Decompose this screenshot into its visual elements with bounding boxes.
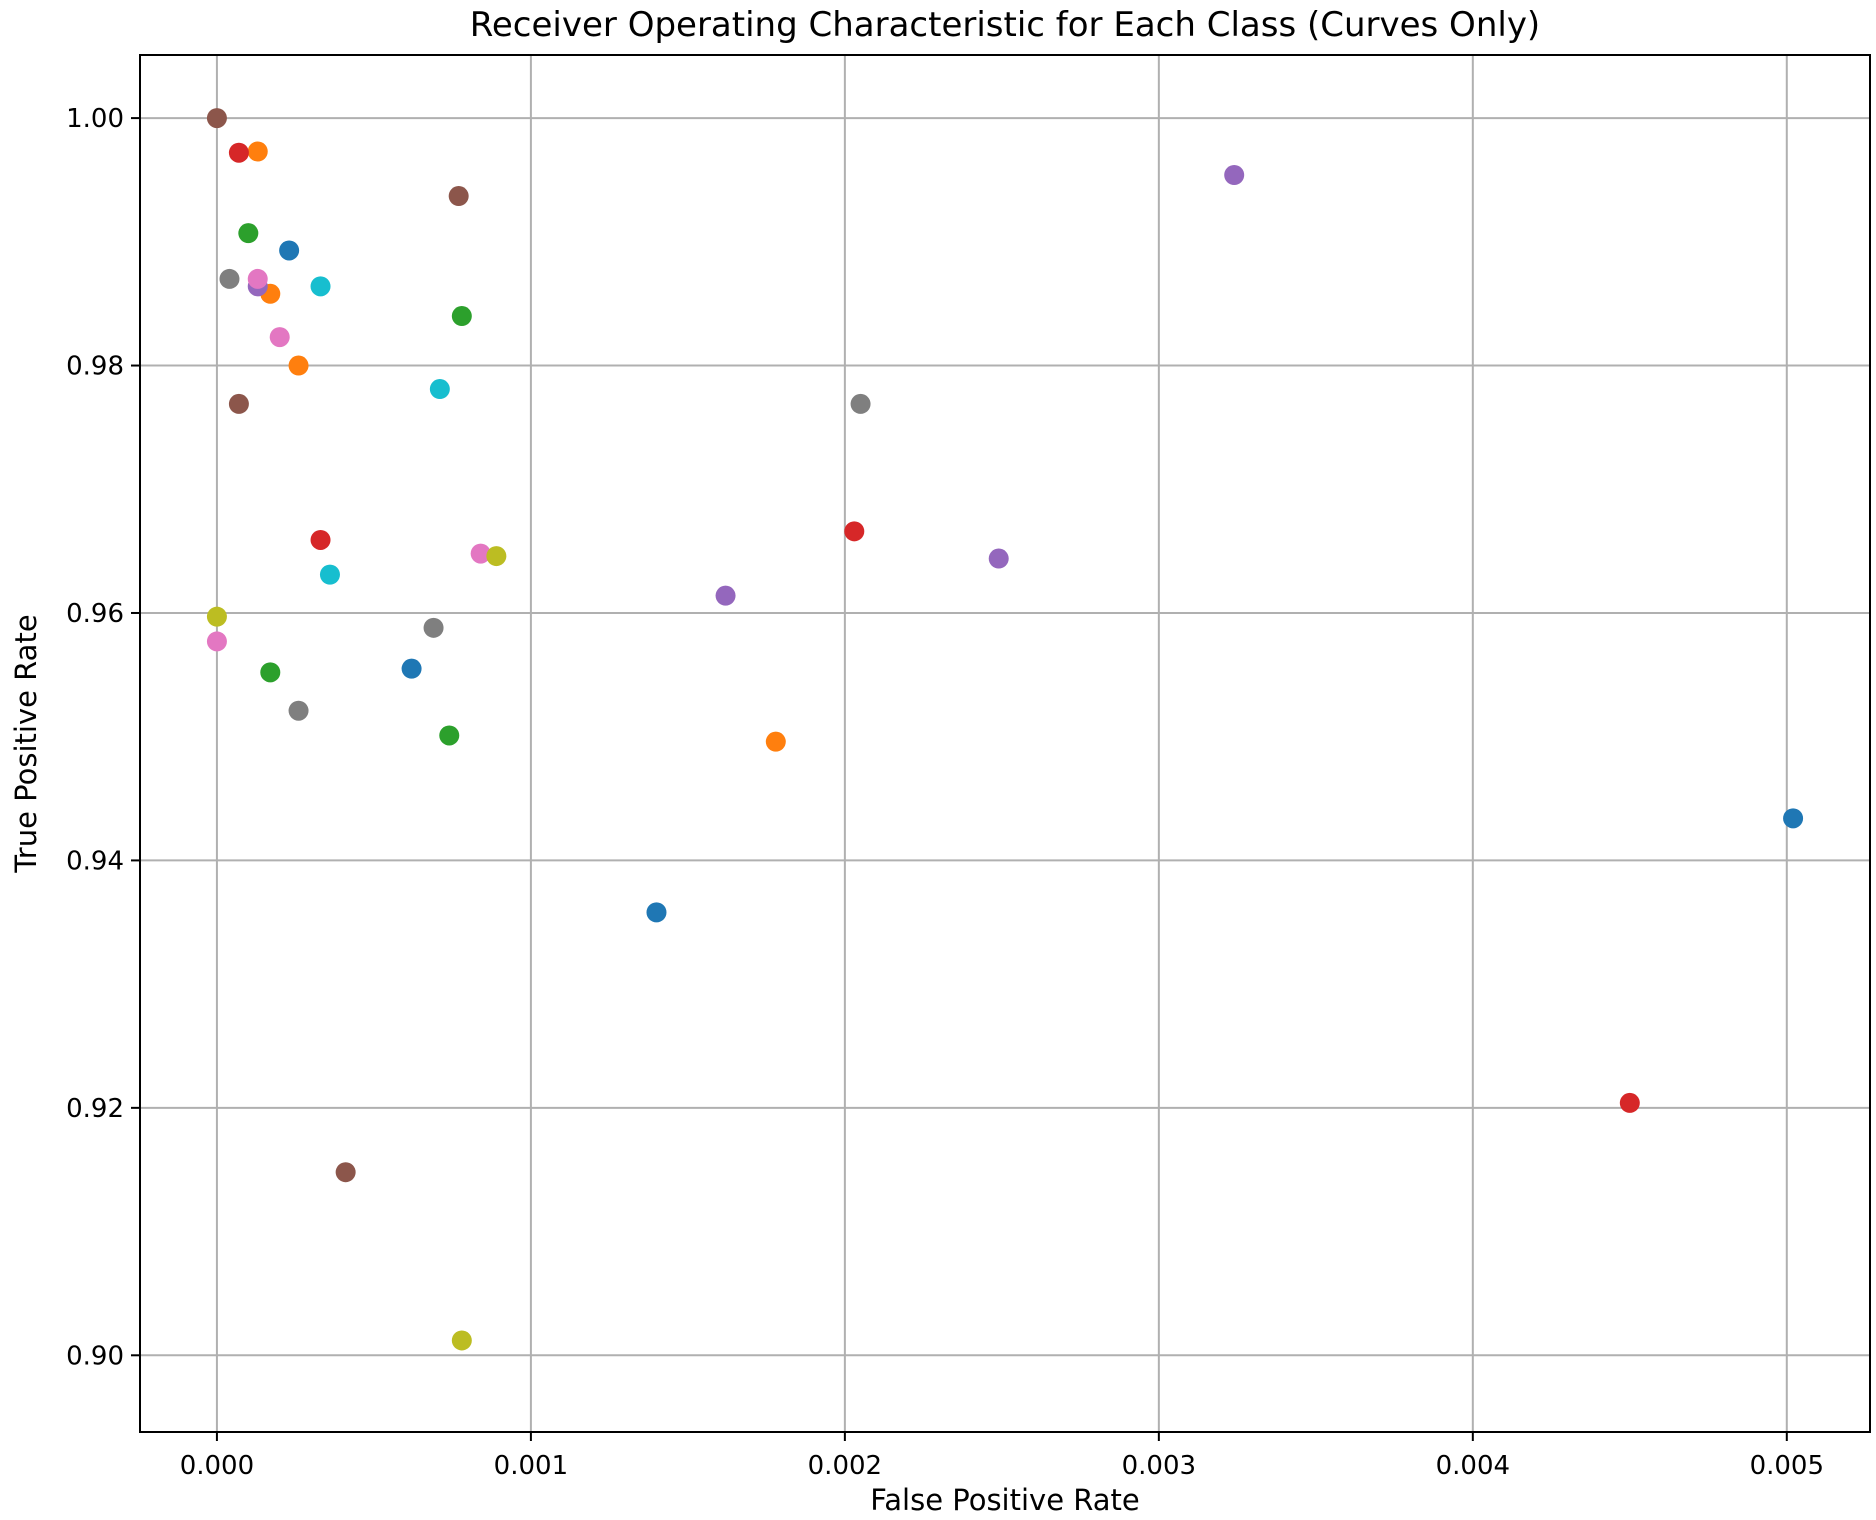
data-point [269,327,290,348]
data-point [335,1162,356,1183]
data-point [247,268,268,289]
data-point [423,617,444,638]
data-point [247,141,268,162]
y-tick-label: 1.00 [66,104,124,134]
y-tick-label: 0.94 [66,846,124,876]
data-point [470,543,491,564]
x-tick-label: 0.005 [1750,1451,1824,1481]
data-point [206,606,227,627]
data-point [310,529,331,550]
plot-area-frame [139,54,1871,1433]
data-point [260,662,281,683]
y-tick-label: 0.90 [66,1341,124,1371]
y-tick-label: 0.96 [66,599,124,629]
data-point [988,548,1009,569]
y-tick-label: 0.98 [66,352,124,382]
data-point [429,379,450,400]
data-point [439,725,460,746]
data-point [646,902,667,923]
data-point [1619,1092,1640,1113]
data-point [310,276,331,297]
x-tick-label: 0.000 [180,1451,254,1481]
y-axis-title: True Positive Rate [9,614,43,873]
data-point [844,521,865,542]
data-point [219,268,240,289]
x-tick-label: 0.004 [1436,1451,1510,1481]
data-points [206,108,1804,1351]
data-point [448,186,469,207]
data-point [715,585,736,606]
x-axis-title: False Positive Rate [870,1483,1140,1517]
data-point [486,546,507,567]
data-point [451,1330,472,1351]
data-point [1783,808,1804,829]
x-tick-label: 0.003 [1122,1451,1196,1481]
data-point [319,564,340,585]
chart-title: Receiver Operating Characteristic for Ea… [470,5,1540,45]
data-point [765,731,786,752]
data-point [206,631,227,652]
axis-ticks: 0.000 0.001 0.002 0.003 0.004 0.005 0.90 0.92 0.… [66,104,1824,1481]
grid-lines [140,55,1870,1432]
data-point [238,223,259,244]
x-tick-label: 0.001 [494,1451,568,1481]
data-point [1224,165,1245,186]
data-point [288,700,309,721]
data-point [206,108,227,129]
data-point [228,142,249,163]
data-point [228,393,249,414]
data-point [850,393,871,414]
x-tick-label: 0.002 [808,1451,882,1481]
data-point [401,658,422,679]
data-point [288,355,309,376]
data-point [451,306,472,327]
y-tick-label: 0.92 [66,1094,124,1124]
data-point [279,240,300,261]
